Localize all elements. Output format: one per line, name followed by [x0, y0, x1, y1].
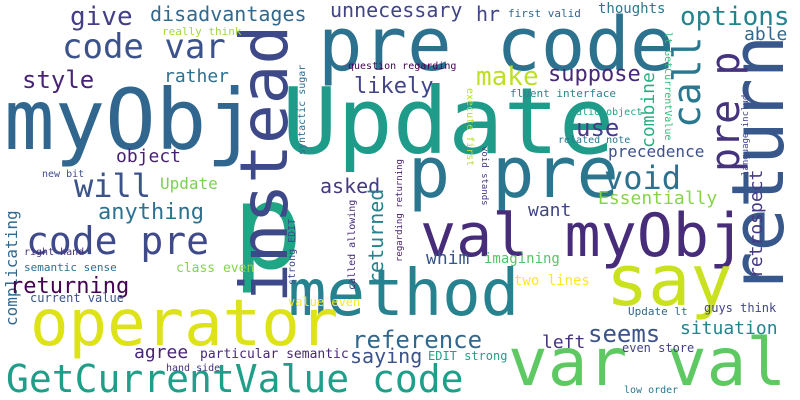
word-returned: returned [364, 188, 388, 285]
word-disadvantages: disadvantages [150, 2, 307, 26]
word-p-pre: p pre [408, 132, 619, 214]
word-likely: likely [354, 74, 434, 99]
word-low-order: low order [624, 385, 679, 396]
word-right-hand: right hand [24, 247, 85, 258]
word-p: p [232, 158, 304, 296]
word-whim: whim [426, 248, 470, 269]
word-fluent-interface: fluent interface [510, 87, 616, 100]
word-unnecessary: unnecessary [330, 0, 463, 22]
word-style: style [22, 66, 95, 94]
word-myobj: myObj [4, 71, 257, 169]
word-code-var: code var [62, 27, 226, 67]
word-void-stands: void stands [479, 146, 489, 206]
word-reference: reference [352, 326, 483, 354]
word-valid-object: valid object [570, 107, 643, 118]
word-called-allowing: called allowing [347, 199, 358, 290]
word-call: call [665, 36, 709, 128]
word-really-think: really think [162, 25, 242, 38]
word-update-small: Update [160, 174, 218, 193]
word-hr: hr [476, 2, 501, 26]
word-related-note: related note [558, 135, 631, 146]
word-first-valid: first valid [508, 7, 581, 20]
word-imagining: imagining [484, 251, 560, 267]
word-anything: anything [98, 200, 204, 225]
word-syntactic-sugar: syntactic sugar [297, 64, 308, 155]
word-essentially: Essentially [598, 188, 718, 209]
word-lt-getcurrentvalue: lt GetCurrentValue [662, 32, 673, 141]
word-saying: saying [350, 344, 423, 368]
word-hand-side: hand side [166, 363, 221, 374]
word-seems: seems [588, 320, 661, 348]
word-situation: situation [680, 318, 778, 339]
word-operator: operator [30, 287, 339, 361]
word-question-regarding: question regarding [348, 61, 457, 72]
word-new-bit: new bit [42, 169, 85, 180]
word-complicating: complicating [2, 210, 21, 326]
word-code-pre: code pre [26, 219, 210, 263]
word-precedence: precedence [608, 142, 705, 161]
word-update-lt: Update lt [628, 305, 688, 318]
word-use: use [576, 114, 620, 142]
word-pre-code: pre code [318, 2, 675, 88]
word-suppose: suppose [548, 62, 641, 87]
word-particular-semantic: particular semantic [200, 347, 349, 362]
word-object: object [116, 146, 182, 167]
word-asked: asked [320, 174, 381, 198]
word-val-myobj: val myObj [420, 201, 746, 271]
word-value-even: value even [288, 295, 361, 309]
word-say: say [606, 240, 733, 322]
word-will: will [74, 167, 152, 205]
word-strong-edit: strong EDIT [287, 218, 298, 285]
word-returning: returning [10, 274, 130, 299]
word-options: options [680, 2, 790, 32]
word-execute-first: execute first [464, 88, 475, 167]
word-pre-p: pre p [703, 51, 749, 172]
word-two-lines: two lines [514, 273, 590, 289]
word-left: left [542, 332, 586, 353]
word-regarding-returning: regarding returning [395, 159, 405, 262]
word-var-val: var val [508, 324, 787, 400]
word-guys-think: guys think [704, 301, 777, 315]
word-language-include: language include [741, 89, 751, 176]
word-retrospect: retrospect [746, 169, 767, 278]
word-void: void [604, 159, 682, 197]
word-able: able [744, 24, 788, 45]
word-thoughts: thoughts [598, 1, 666, 17]
word-semantic-sense: semantic sense [24, 261, 117, 274]
word-update: Update [282, 68, 615, 175]
word-class-even: class even [176, 261, 255, 276]
word-want: want [528, 200, 572, 221]
word-combine: combine [638, 72, 659, 148]
word-give: give [70, 2, 133, 32]
word-rather: rather [164, 66, 230, 87]
word-current-value: current value [30, 291, 124, 305]
word-agree: agree [134, 342, 189, 363]
word-even-store: even store [622, 341, 695, 355]
word-method: method [288, 257, 520, 331]
word-make: make [476, 62, 539, 92]
word-getcurrentvalue-code: GetCurrentValue code [6, 357, 464, 400]
word-edit-strong: EDIT strong [428, 349, 508, 363]
